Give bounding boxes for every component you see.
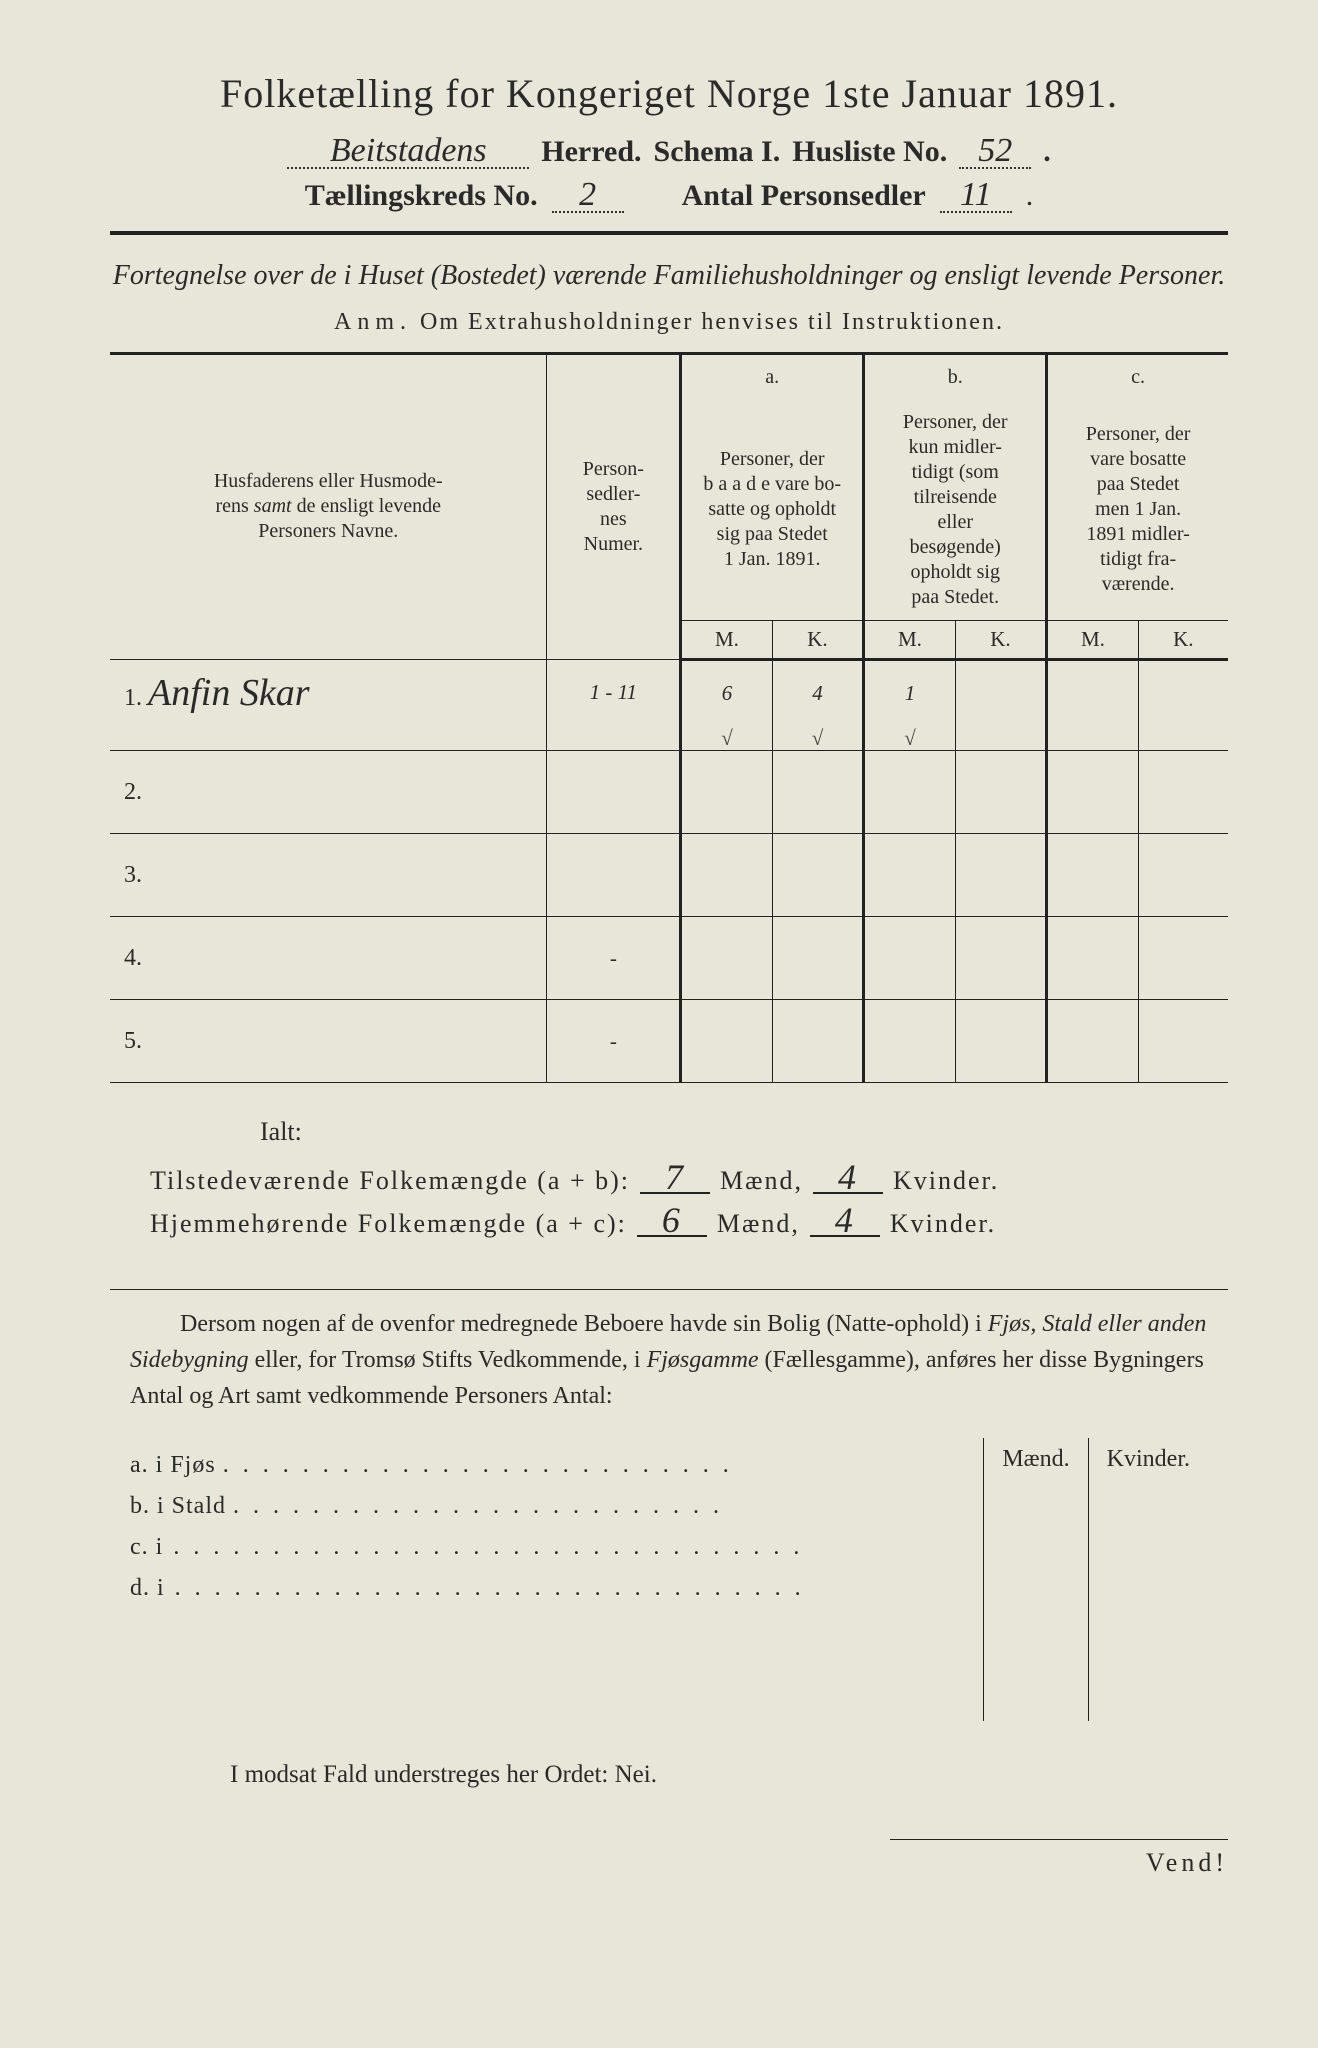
row-numer: 1 - 11 — [547, 659, 681, 726]
col-c-header: Personer, dervare bosattepaa Stedetmen 1… — [1047, 400, 1228, 621]
row-numer: - — [547, 917, 681, 1000]
summary2-m: 6 — [637, 1206, 707, 1237]
row-num: 3. — [124, 862, 142, 888]
husliste-field: 52 — [959, 136, 1031, 169]
vend-label: Vend! — [890, 1839, 1228, 1878]
col-c-m: M. — [1047, 620, 1139, 659]
row-numer — [547, 751, 681, 834]
row-ak: 4 — [772, 659, 864, 726]
col-c-label: c. — [1047, 353, 1228, 400]
antal-field: 11 — [940, 180, 1012, 213]
husliste-label: Husliste No. — [792, 135, 947, 169]
anm-note: Anm. Om Extrahusholdninger henvises til … — [110, 309, 1228, 336]
col-names-header: Husfaderens eller Husmode-rens samt de e… — [110, 353, 547, 659]
summary2-label: Hjemmehørende Folkemængde (a + c): — [150, 1209, 627, 1239]
schema-label: Schema I. — [654, 135, 781, 169]
footer-line: I modsat Fald understreges her Ordet: Ne… — [230, 1761, 1228, 1789]
building-row-b: b. i Stald . . . . . . . . . . . . . . .… — [130, 1493, 983, 1520]
summary-line-2: Hjemmehørende Folkemængde (a + c): 6 Mæn… — [150, 1206, 1228, 1239]
row-num: 4. — [124, 945, 142, 971]
anm-text: Om Extrahusholdninger henvises til Instr… — [420, 309, 1004, 335]
col-b-k: K. — [955, 620, 1047, 659]
row-cm — [1047, 659, 1139, 726]
col-a-k: K. — [772, 620, 864, 659]
row-bm: 1 — [864, 659, 956, 726]
header-row-2: Tællingskreds No. 2 Antal Personsedler 1… — [110, 179, 1228, 213]
row-num: 1. — [124, 685, 142, 711]
building-block: a. i Fjøs . . . . . . . . . . . . . . . … — [130, 1438, 1208, 1721]
col-b-header: Personer, derkun midler-tidigt (somtilre… — [864, 400, 1047, 621]
table-row: 2. — [110, 751, 1228, 834]
anm-label: Anm. — [334, 309, 412, 335]
main-table: Husfaderens eller Husmode-rens samt de e… — [110, 352, 1228, 1084]
col-c-k: K. — [1138, 620, 1228, 659]
table-row: 1. Anfin Skar 1 - 11 6 4 1 — [110, 659, 1228, 726]
mk-k-header: Kvinder. — [1088, 1438, 1208, 1481]
summary1-label: Tilstedeværende Folkemængde (a + b): — [150, 1166, 630, 1196]
row-am: 6 — [681, 659, 773, 726]
building-row-c: c. i . . . . . . . . . . . . . . . . . .… — [130, 1534, 983, 1561]
summary2-k: 4 — [810, 1206, 880, 1237]
building-list: a. i Fjøs . . . . . . . . . . . . . . . … — [130, 1438, 983, 1721]
herred-label: Herred. — [541, 135, 641, 169]
census-form-page: Folketælling for Kongeriget Norge 1ste J… — [0, 0, 1318, 2048]
herred-field: Beitstadens — [287, 136, 529, 169]
kreds-field: 2 — [552, 180, 624, 213]
building-paragraph: Dersom nogen af de ovenfor medregnede Be… — [130, 1306, 1208, 1414]
row-numer — [547, 834, 681, 917]
check-ak: √ — [772, 726, 864, 751]
maend-label: Mænd, — [717, 1209, 800, 1239]
table-row: 5. - — [110, 1000, 1228, 1083]
mk-table: Mænd.Kvinder. — [983, 1438, 1208, 1721]
check-am: √ — [681, 726, 773, 751]
col-b-label: b. — [864, 353, 1047, 400]
subtitle: Fortegnelse over de i Huset (Bostedet) v… — [110, 257, 1228, 295]
col-a-m: M. — [681, 620, 773, 659]
page-title: Folketælling for Kongeriget Norge 1ste J… — [110, 70, 1228, 117]
row-numer: - — [547, 1000, 681, 1083]
table-row: 3. — [110, 834, 1228, 917]
row-ck — [1138, 659, 1228, 726]
summary1-m: 7 — [640, 1163, 710, 1194]
maend-label: Mænd, — [720, 1166, 803, 1196]
col-b-m: M. — [864, 620, 956, 659]
check-row: √ √ √ — [110, 726, 1228, 751]
building-row-a: a. i Fjøs . . . . . . . . . . . . . . . … — [130, 1452, 983, 1479]
building-row-d: d. i . . . . . . . . . . . . . . . . . .… — [130, 1575, 983, 1602]
header-row-1: Beitstadens Herred. Schema I. Husliste N… — [110, 135, 1228, 169]
divider — [110, 1289, 1228, 1290]
ialt-label: Ialt: — [260, 1117, 1228, 1147]
kreds-label: Tællingskreds No. — [305, 179, 538, 213]
col-a-label: a. — [681, 353, 864, 400]
kvinder-label: Kvinder. — [893, 1166, 999, 1196]
divider — [110, 231, 1228, 235]
col-a-header: Personer, derb a a d e vare bo-satte og … — [681, 400, 864, 621]
antal-label: Antal Personsedler — [682, 179, 926, 213]
row-num: 2. — [124, 779, 142, 805]
mk-m-header: Mænd. — [984, 1438, 1088, 1481]
col-numer-header: Person-sedler-nesNumer. — [547, 353, 681, 659]
summary1-k: 4 — [813, 1163, 883, 1194]
kvinder-label: Kvinder. — [890, 1209, 996, 1239]
row-name: Anfin Skar — [148, 672, 309, 714]
row-num: 5. — [124, 1028, 142, 1054]
summary-line-1: Tilstedeværende Folkemængde (a + b): 7 M… — [150, 1163, 1228, 1196]
table-row: 4. - — [110, 917, 1228, 1000]
check-bm: √ — [864, 726, 956, 751]
row-bk — [955, 659, 1047, 726]
